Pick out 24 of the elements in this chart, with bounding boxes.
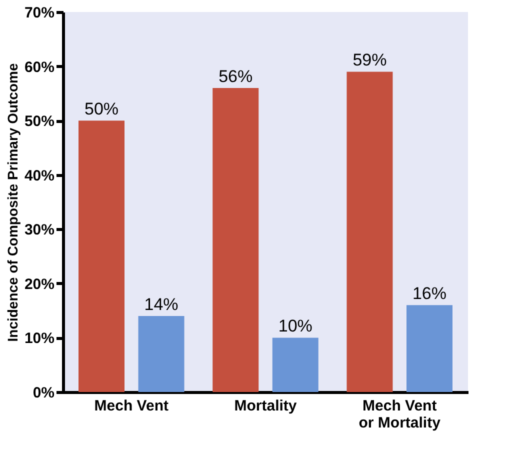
y-tick-label: 70% — [24, 4, 54, 22]
bar — [272, 338, 318, 392]
x-tick-label: Mortality — [234, 398, 298, 414]
data-label: 16% — [412, 284, 447, 304]
y-tick-label: 60% — [24, 58, 54, 76]
bar — [138, 316, 184, 392]
bar — [406, 305, 452, 392]
y-tick-label: 20% — [24, 276, 54, 293]
data-label: 56% — [218, 67, 253, 86]
data-label: 10% — [278, 316, 312, 336]
data-label: 59% — [352, 50, 387, 70]
y-tick-label: 40% — [24, 167, 54, 184]
y-tick-label: 50% — [24, 113, 54, 130]
bar — [78, 120, 125, 392]
y-tick-label: 30% — [24, 222, 54, 239]
y-axis-title: Incidence of Composite Primary Outcome — [4, 63, 20, 342]
bar — [212, 88, 259, 392]
y-tick-label: 10% — [24, 330, 54, 348]
y-tick-label: 0% — [32, 384, 54, 402]
x-tick-label: Mech Vent or Mortality — [358, 398, 442, 432]
data-label: 50% — [84, 100, 119, 119]
x-tick-label: Mech Vent — [94, 398, 168, 414]
bar — [346, 72, 393, 392]
data-label: 14% — [144, 295, 178, 314]
